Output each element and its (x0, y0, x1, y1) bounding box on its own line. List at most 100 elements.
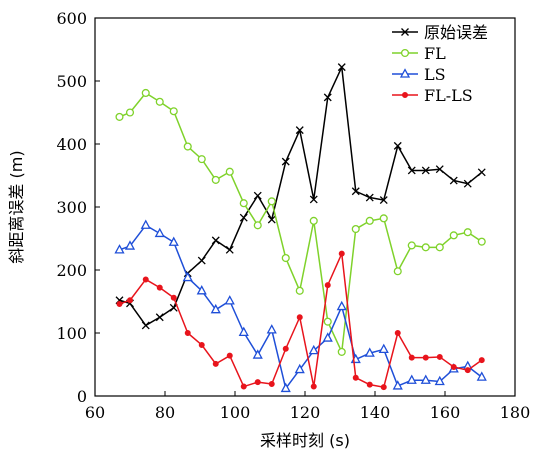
data-point (464, 367, 471, 374)
data-point (296, 314, 303, 321)
y-tick-label: 400 (56, 135, 87, 154)
data-point (351, 225, 360, 234)
data-point (155, 97, 164, 106)
y-tick-label: 600 (56, 9, 87, 28)
data-point (140, 219, 151, 229)
y-tick-label: 300 (56, 198, 87, 217)
data-point (253, 191, 262, 200)
data-point (323, 93, 332, 102)
legend-entry: FL (392, 44, 446, 63)
data-point (308, 344, 319, 355)
data-point (310, 383, 317, 390)
data-point (422, 354, 429, 361)
data-point (252, 349, 263, 359)
data-point (239, 199, 248, 208)
data-point (212, 360, 219, 367)
data-point (337, 347, 346, 356)
axis-ticks: 60 80 100 120 140 160 180 0 100 200 300 400 500 600 (56, 9, 530, 422)
data-point (115, 112, 124, 121)
data-point (407, 166, 416, 175)
data-point (365, 216, 374, 225)
data-point (226, 352, 233, 359)
data-point (449, 231, 458, 240)
data-point (183, 142, 192, 151)
data-point (294, 363, 305, 374)
data-point (476, 371, 487, 381)
plot-frame (94, 17, 516, 397)
data-point (421, 166, 430, 175)
data-point (253, 221, 262, 230)
data-point (114, 244, 125, 254)
series-3 (116, 250, 485, 391)
data-point (364, 347, 375, 357)
data-point (324, 282, 331, 289)
data-point (170, 294, 177, 301)
data-point (435, 165, 444, 174)
data-point (116, 301, 123, 308)
data-point (197, 155, 206, 164)
data-point (155, 313, 164, 322)
data-point (478, 357, 485, 364)
data-point (393, 141, 402, 150)
data-point (378, 343, 389, 354)
data-point (267, 215, 276, 224)
data-point (198, 341, 205, 348)
data-point (392, 380, 403, 390)
data-point (463, 228, 472, 237)
legend-label: LS (424, 65, 446, 84)
data-point (309, 195, 318, 204)
x-tick-label: 140 (360, 403, 391, 422)
data-point (239, 213, 248, 222)
data-point (435, 243, 444, 252)
legend-entry: LS (392, 65, 446, 84)
series-2 (114, 219, 487, 393)
data-point (281, 253, 290, 263)
data-point (380, 384, 387, 391)
data-point (394, 329, 401, 336)
data-point (295, 126, 304, 135)
y-tick-label: 200 (56, 261, 87, 280)
x-tick-label: 100 (220, 403, 251, 422)
data-point (449, 176, 458, 185)
series-layer (114, 63, 487, 393)
data-point (268, 381, 275, 388)
data-point (211, 236, 220, 245)
x-tick-label: 160 (430, 403, 461, 422)
data-point (141, 321, 150, 330)
data-point (280, 382, 291, 393)
legend-marker (401, 92, 408, 99)
data-point (366, 381, 373, 388)
x-axis-title: 采样时刻 (s) (260, 431, 350, 450)
data-point (266, 324, 277, 334)
data-point (309, 216, 318, 225)
data-point (267, 197, 276, 206)
data-point (154, 227, 165, 238)
data-point (463, 179, 472, 188)
legend-entry: 原始误差 (392, 23, 488, 42)
data-point (295, 286, 304, 295)
legend-entry: FL-LS (392, 86, 473, 105)
data-point (352, 374, 359, 381)
data-point (196, 285, 207, 295)
data-point (240, 383, 247, 390)
data-point (322, 332, 333, 342)
series-0 (115, 63, 486, 330)
data-point (407, 241, 416, 250)
x-tick-label: 60 (85, 403, 105, 422)
data-point (211, 175, 220, 184)
data-point (210, 303, 221, 314)
data-point (254, 379, 261, 386)
data-point (434, 375, 445, 386)
data-point (450, 364, 457, 371)
data-point (182, 271, 193, 282)
legend-marker (400, 48, 410, 58)
legend-label: 原始误差 (424, 23, 488, 42)
x-tick-label: 120 (290, 403, 321, 422)
data-point (365, 193, 374, 202)
data-point (141, 88, 150, 98)
y-tick-label: 0 (77, 387, 87, 406)
x-tick-label: 80 (155, 403, 175, 422)
data-point (124, 240, 136, 250)
data-point (127, 297, 134, 304)
